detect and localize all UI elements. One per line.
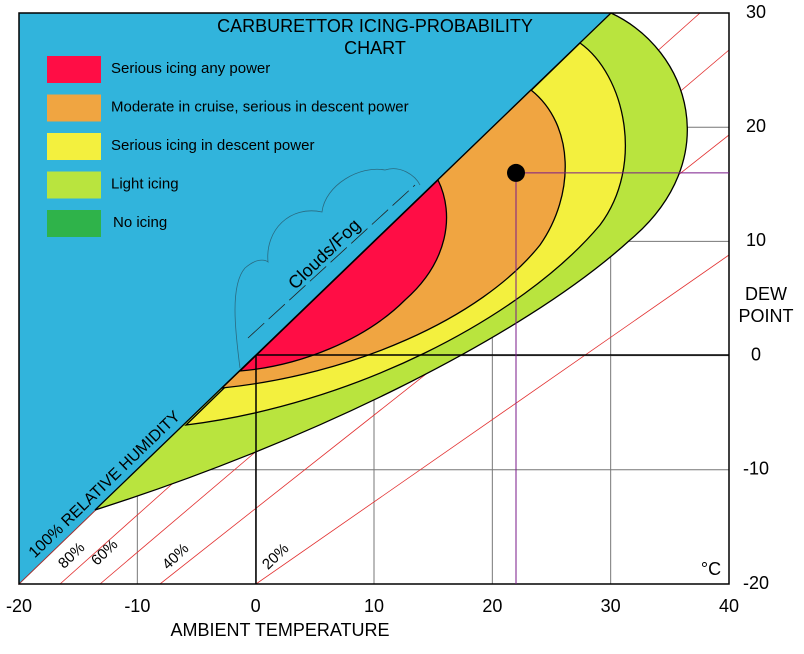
- y-tick-label: 0: [751, 344, 761, 364]
- legend-label: No icing: [113, 214, 167, 231]
- y-tick-label: 20: [746, 116, 766, 136]
- legend: Serious icing any power Moderate in cruis…: [47, 56, 409, 237]
- y-tick-label: 30: [746, 2, 766, 22]
- legend-swatch: [47, 171, 101, 199]
- fog-dash: [247, 184, 416, 339]
- x-tick-label: 10: [364, 596, 384, 616]
- legend-swatch: [47, 133, 101, 160]
- y-tick-label: -20: [743, 573, 769, 593]
- unit-label: °C: [701, 559, 721, 579]
- legend-swatch: [47, 56, 101, 83]
- legend-label: Moderate in cruise, serious in descent p…: [111, 98, 409, 115]
- y-axis-label: DEW POINT: [738, 284, 794, 326]
- y-tick-label: 10: [746, 230, 766, 250]
- zone-serious: [238, 178, 448, 372]
- point: [507, 163, 525, 182]
- legend-label: Light icing: [111, 175, 179, 192]
- x-tick-label: -20: [6, 596, 32, 616]
- legend-label: Serious icing any power: [111, 60, 270, 77]
- x-tick-label: 0: [251, 596, 261, 616]
- marks: [507, 163, 729, 584]
- x-tick-label: -10: [124, 596, 150, 616]
- legend-label: Serious icing in descent power: [111, 137, 314, 154]
- x-tick-label: 40: [719, 596, 739, 616]
- legend-swatch: [47, 94, 101, 122]
- x-tick-label: 20: [482, 596, 502, 616]
- cloud-outline: [234, 168, 421, 369]
- legend-swatch: [47, 210, 101, 237]
- chart-title: CARBURETTOR ICING-PROBABILITY CHART: [217, 16, 533, 58]
- plot-frame: [18, 12, 730, 585]
- x-tick-label: 30: [601, 596, 621, 616]
- rh-line: [255, 254, 729, 584]
- y-tick-label: -10: [743, 459, 769, 479]
- x-axis-label: AMBIENT TEMPERATURE: [170, 620, 389, 640]
